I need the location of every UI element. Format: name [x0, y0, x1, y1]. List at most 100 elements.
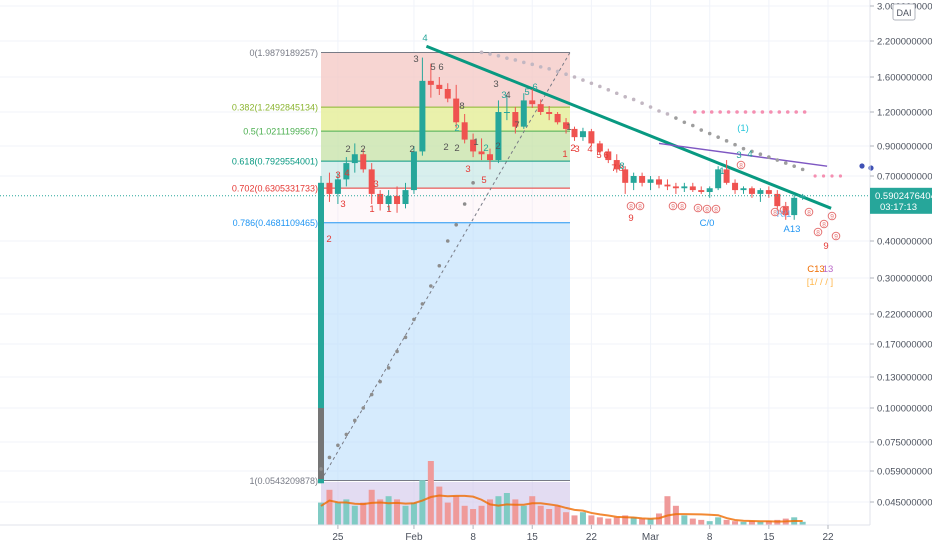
- candle-body: [723, 169, 730, 183]
- sar-dot: [403, 335, 408, 340]
- volume-bar: [605, 518, 612, 525]
- sar-dot: [783, 161, 788, 165]
- y-tick-label: 0.0450000000: [877, 498, 932, 509]
- sar-dot: [505, 56, 509, 60]
- candle-body: [385, 195, 392, 205]
- sar-dot: [344, 432, 349, 437]
- td-count-label: 3: [373, 179, 378, 190]
- td-count-label: 3: [501, 90, 506, 101]
- candle-body: [410, 151, 417, 191]
- td-count-label: 7: [514, 120, 519, 131]
- sar-dot-red: [802, 110, 807, 114]
- time-axis[interactable]: 25 Feb 8 15 22 Mar 8 15 22: [0, 524, 870, 543]
- candle-body: [461, 122, 468, 140]
- volume-bar: [402, 505, 409, 525]
- candle-body: [470, 139, 477, 152]
- sar-dot: [792, 164, 796, 168]
- circle-marker: [702, 204, 712, 214]
- volume-bar: [368, 489, 375, 525]
- td-count-label: 4: [587, 144, 592, 155]
- candle-body: [681, 186, 688, 189]
- candle-body: [672, 186, 679, 189]
- volume-bar: [377, 499, 384, 525]
- td-count-label: 1: [562, 149, 567, 160]
- candle-body: [520, 100, 527, 127]
- circle-marker-label: 9: [671, 204, 675, 211]
- volume-bar: [681, 515, 688, 525]
- circle-marker-label: 9: [830, 214, 834, 221]
- td-count-label: 7: [611, 163, 616, 174]
- volume-bar: [723, 519, 730, 525]
- candle-body: [487, 154, 493, 161]
- sar-dot: [353, 418, 357, 423]
- volume-bar: [360, 502, 367, 525]
- td-count-label: 3: [493, 79, 498, 90]
- volume-bar: [689, 518, 696, 525]
- volume-bar: [799, 521, 806, 525]
- td-count-label: 2: [495, 141, 500, 152]
- currency-badge-label: DAI: [896, 8, 911, 18]
- y-tick-label: 0.7000000000: [877, 172, 932, 183]
- sar-dot: [598, 84, 602, 89]
- candle-body: [748, 188, 755, 194]
- volume-bar: [478, 505, 485, 525]
- circle-marker-label: 8: [816, 230, 820, 237]
- candle-body: [436, 84, 443, 89]
- td-count-label: 3: [736, 150, 741, 161]
- volume-bar: [588, 515, 595, 525]
- sar-dot: [733, 142, 737, 147]
- y-tick-label: 1.6000000000: [877, 73, 932, 84]
- sar-dot-red: [701, 110, 706, 114]
- volume-bar: [470, 509, 477, 525]
- sar-dot: [361, 406, 366, 410]
- td-count-label: 6: [603, 150, 608, 161]
- volume-bar: [436, 486, 443, 525]
- sar-dot: [623, 94, 627, 99]
- td-count-label: 2: [326, 234, 331, 245]
- td-count-label: 1: [369, 204, 374, 215]
- fibonacci-retracement[interactable]: 0(1.9879189257) 0.382(1.2492845134) 0.5(1.…: [232, 48, 571, 486]
- x-tick-label: Mar: [642, 532, 660, 543]
- td-count-label: 8: [459, 101, 464, 112]
- trend-lines[interactable]: [425, 44, 832, 210]
- sar-dot-blue: [859, 163, 865, 169]
- td-count-label: 3: [574, 144, 579, 155]
- sar-dot: [437, 263, 442, 268]
- sar-dot: [682, 120, 687, 125]
- price-axis[interactable]: 3.00000000002.20000000001.60000000001.20…: [869, 0, 932, 525]
- x-tick-label: 22: [586, 532, 598, 543]
- volume-bar: [765, 521, 772, 525]
- circle-marker: [819, 219, 829, 229]
- fib-level-label: 1(0.0543209878): [249, 476, 318, 486]
- td-count-label: A13: [784, 224, 801, 235]
- resistance-line: [658, 142, 828, 167]
- x-tick-label: 25: [332, 532, 344, 543]
- td-count-label: 1: [386, 204, 391, 215]
- sar-dot: [547, 67, 551, 71]
- volume-bar: [647, 518, 654, 525]
- sar-dot: [496, 54, 501, 58]
- sar-dot: [724, 139, 729, 143]
- x-tick-label: Feb: [405, 532, 423, 543]
- circle-marker-label: 8: [782, 208, 786, 215]
- candle-body: [630, 176, 637, 183]
- circle-marker: [635, 201, 645, 211]
- volume-bar: [419, 480, 426, 525]
- circle-marker: [677, 201, 687, 211]
- sar-dot: [479, 50, 484, 55]
- candle-body: [664, 184, 671, 187]
- candle-body: [537, 104, 544, 112]
- x-tick-label: 8: [707, 532, 713, 543]
- y-tick-label: 0.2200000000: [877, 310, 932, 321]
- sar-dot: [750, 149, 754, 154]
- circle-marker: [711, 204, 721, 214]
- x-tick-label: 15: [527, 532, 539, 543]
- sar-dot: [665, 112, 670, 116]
- sar-dot: [319, 467, 323, 471]
- td-count-label: 2: [360, 144, 365, 155]
- circle-marker-label: 8: [680, 204, 684, 211]
- sar-dots: [319, 50, 874, 471]
